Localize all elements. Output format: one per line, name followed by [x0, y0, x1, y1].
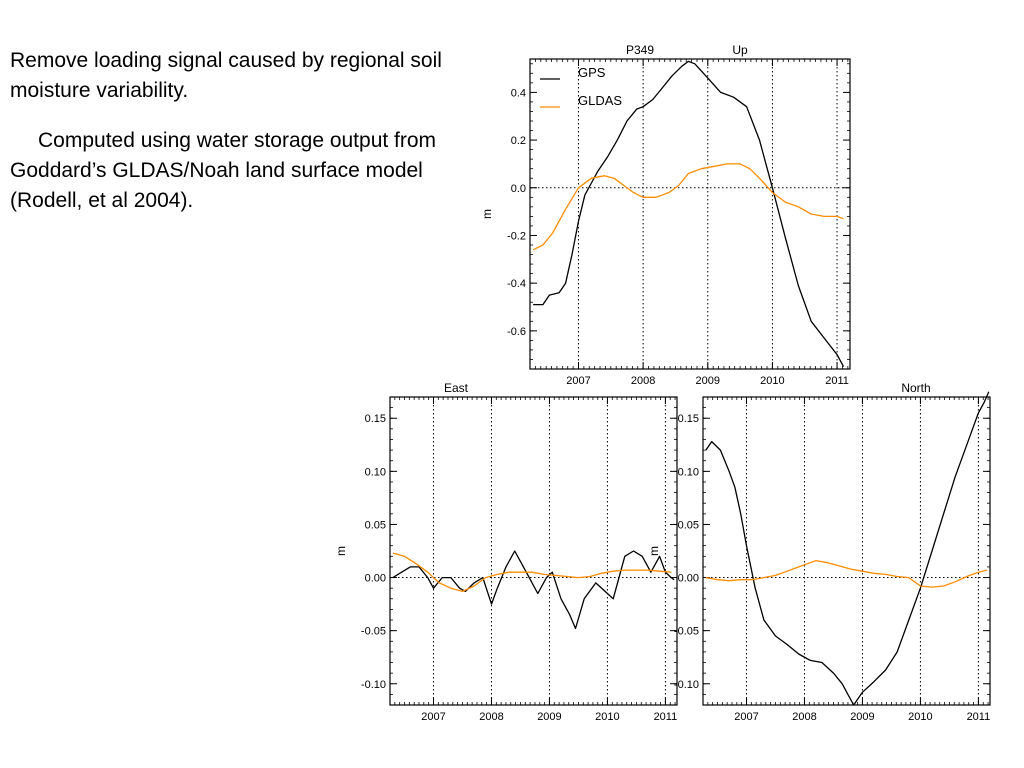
x-tick-label: 2007: [421, 711, 445, 723]
x-tick-label: 2011: [825, 375, 849, 387]
y-tick-label: -0.10: [674, 679, 699, 691]
panel-title: North: [901, 381, 930, 395]
x-tick-label: 2009: [537, 711, 561, 723]
series-line-gldas: [392, 552, 672, 593]
x-tick-label: 2010: [760, 375, 784, 387]
paragraph-gldas-source: Computed using water storage output from…: [10, 129, 437, 212]
series-line-gps: [392, 550, 675, 630]
y-tick-label: 0.4: [511, 87, 526, 99]
description-text: Remove loading signal caused by regional…: [10, 46, 450, 216]
y-tick-label: 0.2: [511, 135, 526, 147]
x-tick-label: 2007: [566, 375, 590, 387]
station-label: P349: [626, 43, 654, 57]
x-tick-label: 2011: [654, 711, 678, 723]
y-tick-label: 0.15: [678, 413, 699, 425]
plot-frame: [702, 396, 991, 706]
x-tick-label: 2010: [908, 711, 932, 723]
series-line-gps: [533, 60, 845, 367]
x-tick-label: 2008: [792, 711, 816, 723]
series-line-gldas: [532, 163, 844, 251]
chart-panel-up: 2007 2008 2009 2010 2011 -0.6 -0.4 -0.2 0.0 0.2 0.…: [480, 43, 851, 387]
y-tick-label: 0.10: [678, 466, 699, 478]
y-tick-label: 0.00: [365, 573, 386, 585]
y-tick-label: 0.00: [678, 573, 699, 585]
x-tick-label: 2007: [734, 711, 758, 723]
y-tick-label: 0.05: [365, 519, 386, 531]
y-tick-label: -0.2: [507, 230, 526, 242]
legend-label-gps: GPS: [578, 65, 606, 80]
y-tick-label: 0.10: [365, 466, 386, 478]
x-tick-label: 2009: [850, 711, 874, 723]
paragraph-loading-signal: Remove loading signal caused by regional…: [10, 49, 442, 102]
series-line-gps: [705, 391, 990, 706]
y-tick-label: 0.05: [678, 519, 699, 531]
x-tick-label: 2009: [696, 375, 720, 387]
panel-title: Up: [732, 43, 748, 57]
legend-label-gldas: GLDAS: [578, 93, 622, 108]
y-axis-label: m: [334, 546, 348, 556]
y-tick-label: -0.05: [674, 626, 699, 638]
panel-title: East: [444, 381, 469, 395]
y-axis-label: m: [647, 546, 661, 556]
y-tick-label: -0.4: [507, 278, 526, 290]
y-axis-label: m: [480, 209, 494, 219]
y-tick-label: 0.0: [511, 183, 526, 195]
x-tick-label: 2008: [631, 375, 655, 387]
plot-frame: [389, 396, 678, 706]
x-tick-label: 2010: [595, 711, 619, 723]
series-line-gldas: [705, 559, 988, 588]
x-tick-label: 2008: [479, 711, 503, 723]
chart-panel-north: 2007 2008 2009 2010 2011 -0.10 -0.05 0.00 0.05 0.…: [647, 381, 991, 723]
y-tick-label: -0.6: [507, 326, 526, 338]
plot-frame: [529, 58, 851, 370]
y-tick-label: 0.15: [365, 413, 386, 425]
x-tick-label: 2011: [967, 711, 991, 723]
chart-panel-east: 2007 2008 2009 2010 2011 -0.10 -0.05 0.00 0.05 0.…: [334, 381, 678, 723]
y-tick-label: -0.05: [361, 626, 386, 638]
y-tick-label: -0.10: [361, 679, 386, 691]
